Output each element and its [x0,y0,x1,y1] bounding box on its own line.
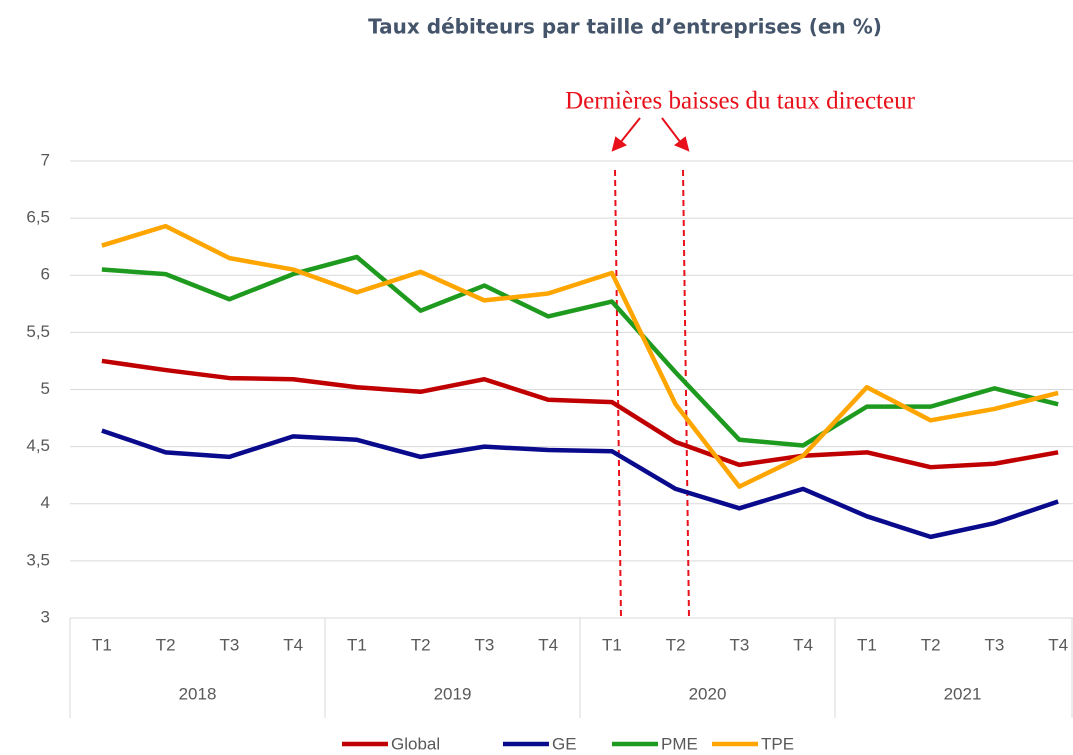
y-tick-label: 6,5 [26,208,50,227]
series-line [101,223,1059,489]
legend-label: TPE [761,734,794,753]
x-tick-label: T2 [411,635,431,654]
y-tick-label: 3 [41,607,50,626]
x-group-label: 2018 [179,684,217,703]
y-tick-label: 6 [41,265,50,284]
x-tick-label: T2 [921,635,941,654]
x-tick-label: T4 [538,635,558,654]
policy-marker [682,169,690,619]
legend-label: GE [552,734,577,753]
x-group-label: 2021 [944,684,982,703]
policy-marker [614,169,622,619]
x-tick-label: T2 [666,635,686,654]
x-tick-label: T1 [347,635,367,654]
x-tick-label: T1 [602,635,622,654]
y-tick-label: 4,5 [26,436,50,455]
x-tick-label: T2 [156,635,176,654]
x-tick-label: T3 [984,635,1004,654]
arrow-head [611,136,627,152]
series-line [101,428,1059,540]
chart-title: Taux débiteurs par taille d’entreprises … [368,15,882,39]
legend-label: PME [661,734,698,753]
arrow [661,117,682,144]
x-tick-label: T4 [283,635,303,654]
arrow-head [674,136,690,152]
x-tick-label: T3 [219,635,239,654]
x-tick-label: T4 [1048,635,1068,654]
y-tick-label: 5,5 [26,322,50,341]
y-tick-label: 3,5 [26,550,50,569]
x-group-label: 2019 [434,684,472,703]
x-tick-label: T1 [857,635,877,654]
annotation: Dernières baisses du taux directeur [565,88,916,115]
series-line [101,358,1059,470]
x-tick-label: T3 [729,635,749,654]
legend-label: Global [391,734,440,753]
x-tick-label: T4 [793,635,813,654]
x-group-label: 2020 [689,684,727,703]
x-tick-label: T3 [474,635,494,654]
arrow [619,117,641,144]
x-tick-label: T1 [92,635,112,654]
annotation-arrows [611,117,690,152]
y-tick-label: 4 [41,493,50,512]
series-line [101,254,1059,448]
y-tick-label: 5 [41,379,50,398]
y-tick-label: 7 [41,150,50,169]
